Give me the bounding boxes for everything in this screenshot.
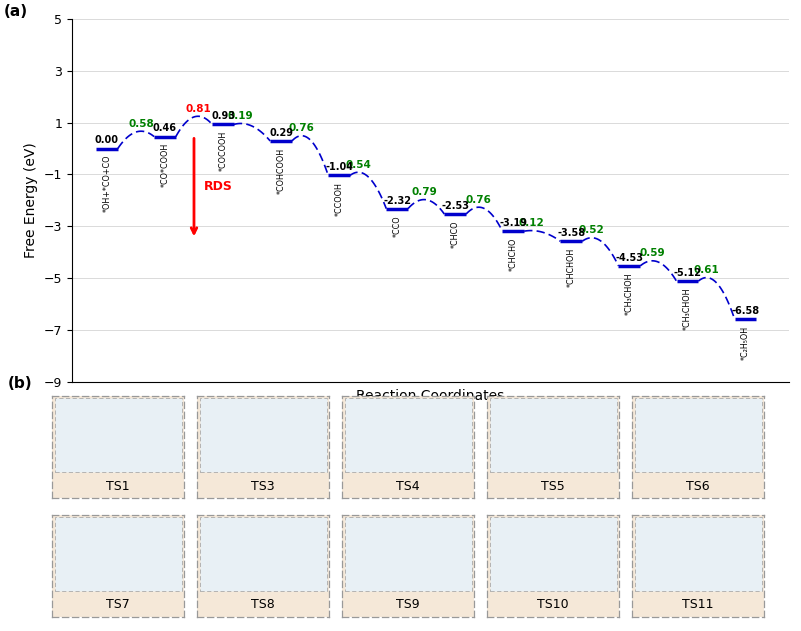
Text: *OH+*CO+CO: *OH+*CO+CO	[103, 155, 111, 213]
Text: *CCOOH: *CCOOH	[335, 182, 344, 216]
Text: RDS: RDS	[204, 180, 233, 193]
Text: *CCO: *CCO	[392, 215, 401, 237]
Text: 0.59: 0.59	[639, 248, 665, 258]
Text: 0.12: 0.12	[518, 218, 544, 228]
FancyBboxPatch shape	[344, 398, 472, 472]
Text: *CHCHO: *CHCHO	[509, 238, 517, 271]
Text: -3.58: -3.58	[557, 228, 586, 238]
Text: -2.32: -2.32	[383, 196, 411, 206]
Text: TS1: TS1	[107, 480, 130, 493]
Text: (a): (a)	[4, 4, 28, 19]
Text: TS3: TS3	[252, 480, 275, 493]
Text: TS10: TS10	[537, 598, 569, 611]
Text: (b): (b)	[8, 376, 33, 391]
Text: 0.76: 0.76	[466, 194, 492, 204]
Text: -2.53: -2.53	[441, 201, 469, 211]
FancyBboxPatch shape	[634, 517, 762, 591]
Text: 0.46: 0.46	[153, 124, 177, 134]
Text: 0.54: 0.54	[345, 160, 372, 170]
Text: 0.81: 0.81	[185, 103, 211, 114]
Text: TS8: TS8	[252, 598, 275, 611]
FancyBboxPatch shape	[489, 517, 617, 591]
Text: TS6: TS6	[686, 480, 710, 493]
FancyBboxPatch shape	[344, 517, 472, 591]
Y-axis label: Free Energy (eV): Free Energy (eV)	[24, 143, 38, 258]
Text: TS7: TS7	[107, 598, 130, 611]
Text: *CH₃CHOH: *CH₃CHOH	[625, 273, 634, 315]
Text: *C₂H₅OH: *C₂H₅OH	[741, 326, 750, 360]
Text: TS9: TS9	[396, 598, 420, 611]
Text: 0.58: 0.58	[128, 119, 154, 129]
Text: 0.93: 0.93	[211, 111, 235, 121]
FancyBboxPatch shape	[634, 398, 762, 472]
Text: 0.52: 0.52	[579, 225, 605, 235]
Text: -4.53: -4.53	[615, 253, 643, 262]
Text: 0.61: 0.61	[694, 265, 719, 275]
Text: *CHCO: *CHCO	[451, 221, 460, 248]
Text: TS11: TS11	[682, 598, 714, 611]
FancyBboxPatch shape	[54, 398, 182, 472]
Text: 0.79: 0.79	[411, 187, 437, 197]
Text: -1.04: -1.04	[325, 162, 353, 172]
Text: -6.58: -6.58	[731, 306, 759, 316]
Text: 0.19: 0.19	[227, 111, 253, 121]
FancyBboxPatch shape	[199, 517, 327, 591]
X-axis label: Reaction Coordinates: Reaction Coordinates	[356, 389, 505, 403]
Text: TS5: TS5	[541, 480, 565, 493]
Text: *CH₃CHOH: *CH₃CHOH	[683, 288, 692, 330]
Text: 0.29: 0.29	[269, 128, 293, 138]
Text: -5.12: -5.12	[674, 268, 702, 278]
Text: 0.00: 0.00	[95, 136, 119, 145]
Text: TS4: TS4	[396, 480, 420, 493]
Text: *COCOOH: *COCOOH	[219, 131, 227, 171]
FancyBboxPatch shape	[54, 517, 182, 591]
Text: 0.76: 0.76	[288, 123, 315, 133]
Text: *CO*COOH: *CO*COOH	[160, 143, 170, 187]
Text: *COHCOOH: *COHCOOH	[276, 148, 286, 194]
Text: -3.19: -3.19	[499, 218, 527, 228]
FancyBboxPatch shape	[199, 398, 327, 472]
Text: *CHCHOH: *CHCHOH	[567, 248, 576, 287]
FancyBboxPatch shape	[489, 398, 617, 472]
